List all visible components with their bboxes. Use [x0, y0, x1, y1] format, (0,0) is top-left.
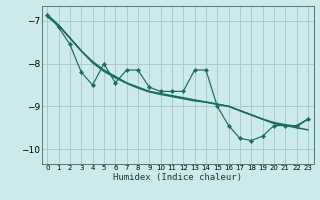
- X-axis label: Humidex (Indice chaleur): Humidex (Indice chaleur): [113, 173, 242, 182]
